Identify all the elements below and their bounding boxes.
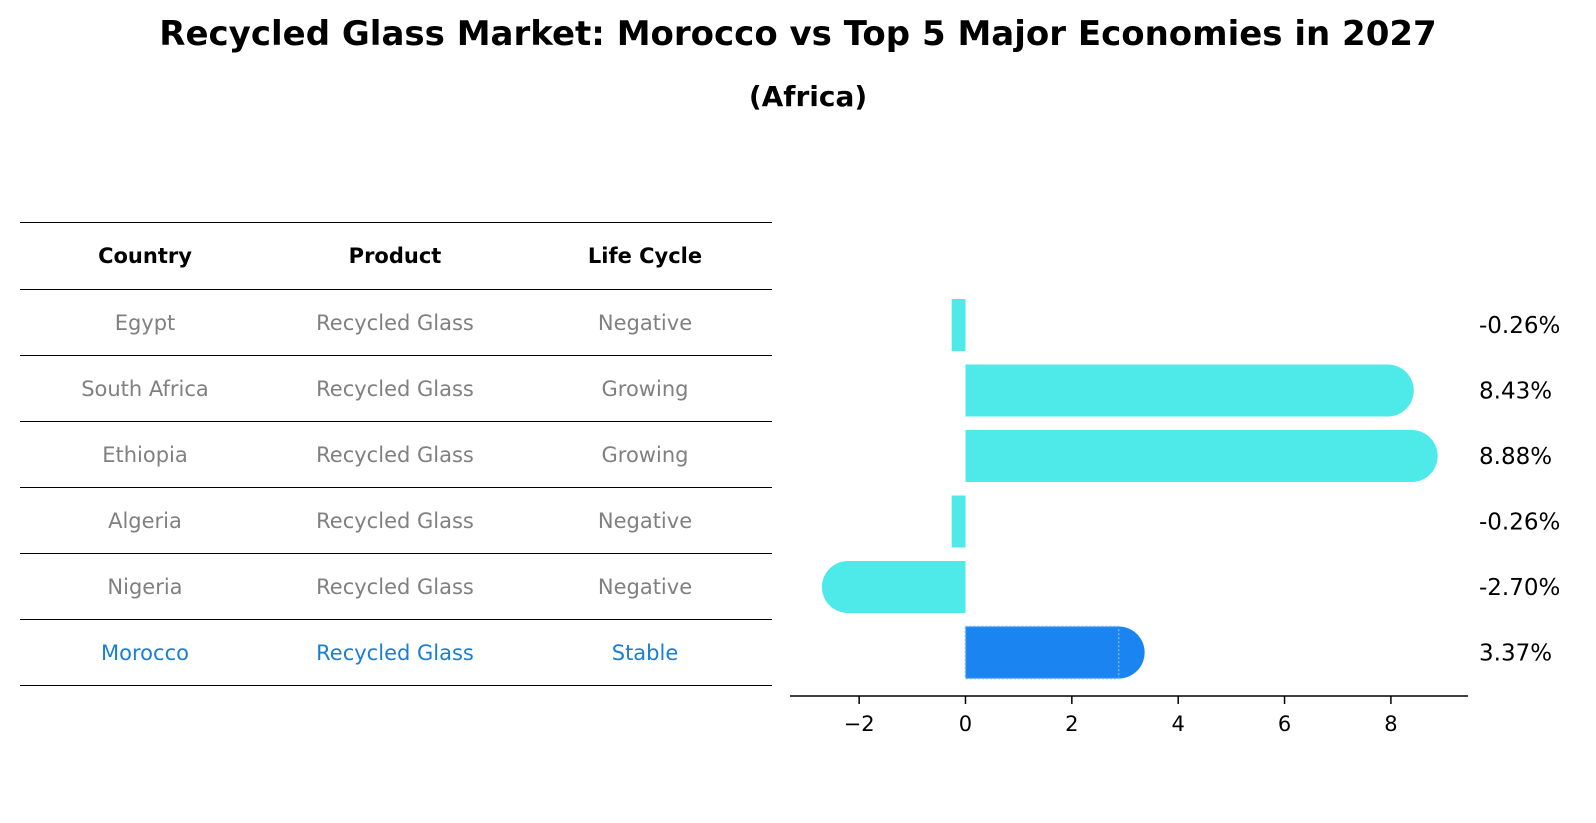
x-tick-label: −2 xyxy=(844,712,875,736)
value-label: 3.37% xyxy=(1479,641,1552,667)
table-row: Nigeria Recycled Glass Negative xyxy=(20,554,772,620)
life-cycle-cell: Negative xyxy=(597,310,693,335)
life-cycle-cell: Growing xyxy=(601,376,689,401)
country-cell: South Africa xyxy=(81,376,209,401)
table-row: Ethiopia Recycled Glass Growing xyxy=(20,422,772,488)
country-cell: Algeria xyxy=(108,508,182,533)
product-cell: Recycled Glass xyxy=(316,310,474,335)
country-cell: Nigeria xyxy=(107,574,183,599)
country-cell: Ethiopia xyxy=(102,442,188,467)
bar-morocco xyxy=(964,625,1145,680)
bar-rect xyxy=(965,364,1388,417)
x-tick-label: 8 xyxy=(1384,712,1397,736)
header-country: Country xyxy=(98,244,192,268)
product-cell: Recycled Glass xyxy=(316,508,474,533)
value-label: -2.70% xyxy=(1479,575,1560,601)
product-cell: Recycled Glass xyxy=(316,574,474,599)
value-label: -0.26% xyxy=(1479,510,1560,536)
x-tick-label: 0 xyxy=(959,712,972,736)
bar-algeria xyxy=(951,495,966,548)
header-life-cycle: Life Cycle xyxy=(587,244,703,268)
header-product: Product xyxy=(348,244,442,268)
life-cycle-table: Country Product Life Cycle Egypt Recycle… xyxy=(20,222,772,686)
bar-highlight-outline xyxy=(964,625,1120,680)
life-cycle-cell: Stable xyxy=(611,640,679,665)
bar-cap xyxy=(821,561,874,613)
x-tick-label: 2 xyxy=(1065,712,1078,736)
product-cell: Recycled Glass xyxy=(316,442,474,467)
bar-egypt xyxy=(951,299,966,351)
bar-south-africa xyxy=(965,364,1414,417)
country-cell: Egypt xyxy=(114,310,176,335)
x-tick-label: 4 xyxy=(1172,712,1185,736)
value-label: 8.43% xyxy=(1479,379,1552,405)
chart-title: Recycled Glass Market: Morocco vs Top 5 … xyxy=(159,14,1437,54)
value-label: -0.26% xyxy=(1479,313,1560,339)
bar-rect xyxy=(951,495,966,548)
life-cycle-cell: Growing xyxy=(601,442,689,467)
x-tick-label: 6 xyxy=(1278,712,1291,736)
country-cell: Morocco xyxy=(101,640,189,665)
table-row: Egypt Recycled Glass Negative xyxy=(20,290,772,356)
product-cell: Recycled Glass xyxy=(316,640,474,665)
table-row-highlighted: Morocco Recycled Glass Stable xyxy=(20,620,772,686)
bar-cap xyxy=(1092,626,1145,679)
life-cycle-cell: Negative xyxy=(597,508,693,533)
table-row: South Africa Recycled Glass Growing xyxy=(20,356,772,422)
bar-cap xyxy=(1385,430,1438,482)
bar-cap xyxy=(1361,364,1414,417)
bar-rect xyxy=(951,299,966,351)
table-header-row: Country Product Life Cycle xyxy=(20,222,772,290)
chart-subtitle: (Africa) xyxy=(748,80,868,113)
product-cell: Recycled Glass xyxy=(316,376,474,401)
value-label: 8.88% xyxy=(1479,444,1552,470)
bar-rect xyxy=(965,430,1412,482)
table-row: Algeria Recycled Glass Negative xyxy=(20,488,772,554)
bar-ethiopia xyxy=(965,430,1438,482)
bar-nigeria xyxy=(821,561,966,613)
life-cycle-cell: Negative xyxy=(597,574,693,599)
